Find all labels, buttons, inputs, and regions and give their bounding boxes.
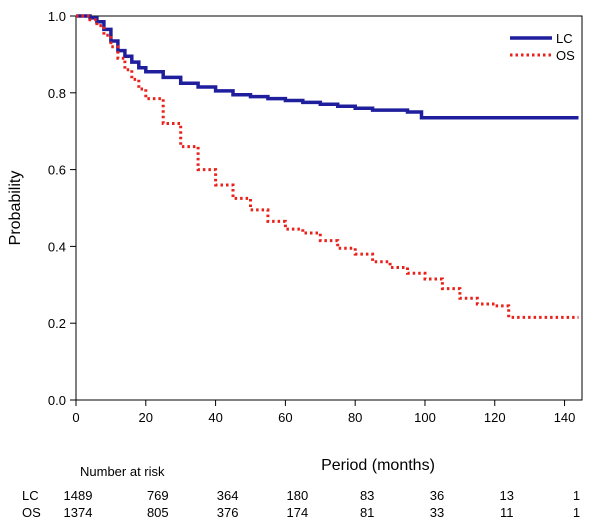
risk-cell: 36 xyxy=(430,488,444,503)
risk-row-label: OS xyxy=(22,505,41,520)
x-tick-label: 80 xyxy=(348,410,362,425)
risk-cell: 33 xyxy=(430,505,444,520)
x-tick-label: 0 xyxy=(72,410,79,425)
legend: LC OS xyxy=(510,31,575,63)
plot-series xyxy=(76,14,579,319)
risk-cell: 11 xyxy=(500,505,514,520)
risk-cell: 13 xyxy=(500,488,514,503)
x-tick-label: 100 xyxy=(414,410,436,425)
x-tick-label: 120 xyxy=(484,410,506,425)
risk-cell: 1489 xyxy=(64,488,93,503)
y-tick-label: 0.6 xyxy=(48,163,66,178)
x-tick-label: 60 xyxy=(278,410,292,425)
risk-cell: 81 xyxy=(360,505,374,520)
plot-frame xyxy=(75,15,583,401)
y-tick-label: 0.4 xyxy=(48,239,66,254)
y-tick-label: 1.0 xyxy=(48,9,66,24)
risk-cell: 769 xyxy=(147,488,169,503)
y-axis-title: Probability xyxy=(7,171,24,246)
axes: 0 20 40 60 80 100 120 140 0.0 0.2 0.4 0.6 0.8 1.0 Peri… xyxy=(7,9,583,474)
series-os-line xyxy=(76,14,579,319)
risk-cell: 174 xyxy=(287,505,309,520)
risk-row-label: LC xyxy=(22,488,39,503)
y-tick-label: 0.2 xyxy=(48,316,66,331)
risk-cell: 364 xyxy=(217,488,239,503)
x-tick-label: 140 xyxy=(554,410,576,425)
x-axis-title: Period (months) xyxy=(321,457,435,474)
risk-cell: 1 xyxy=(573,488,580,503)
series-lc-line xyxy=(76,14,579,120)
x-tick-label: 20 xyxy=(139,410,153,425)
risk-cell: 1 xyxy=(573,505,580,520)
y-tick-label: 0.0 xyxy=(48,393,66,408)
risk-cell: 83 xyxy=(360,488,374,503)
y-tick-label: 0.8 xyxy=(48,86,66,101)
risk-cell: 1374 xyxy=(64,505,93,520)
legend-label-lc: LC xyxy=(556,31,573,46)
risk-cell: 180 xyxy=(287,488,309,503)
risk-cell: 376 xyxy=(217,505,239,520)
legend-label-os: OS xyxy=(556,48,575,63)
risk-table-title: Number at risk xyxy=(80,464,165,479)
risk-cell: 805 xyxy=(147,505,169,520)
x-tick-label: 40 xyxy=(208,410,222,425)
